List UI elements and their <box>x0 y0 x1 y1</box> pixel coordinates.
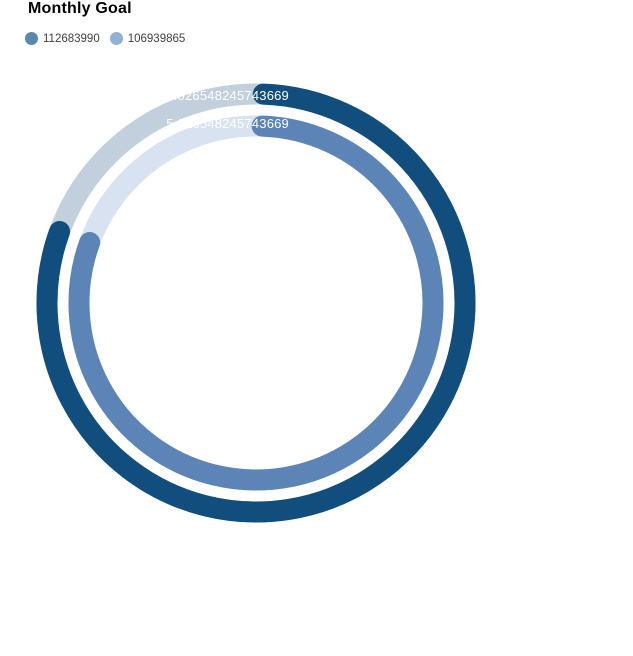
legend-label: 112683990 <box>43 32 100 45</box>
legend-marker-icon <box>109 32 123 45</box>
ring-arc-1[interactable] <box>68 115 444 491</box>
chart-title: Monthly Goal <box>28 0 132 17</box>
legend-item-106939865[interactable]: 106939865 <box>109 32 186 45</box>
legend-marker-icon <box>25 32 38 45</box>
ring-arc-0[interactable] <box>36 83 476 523</box>
legend-label: 106939865 <box>127 32 186 45</box>
legend-item-112683990[interactable]: 112683990 <box>25 32 100 45</box>
legend: 112683990 106939865 <box>25 32 185 45</box>
